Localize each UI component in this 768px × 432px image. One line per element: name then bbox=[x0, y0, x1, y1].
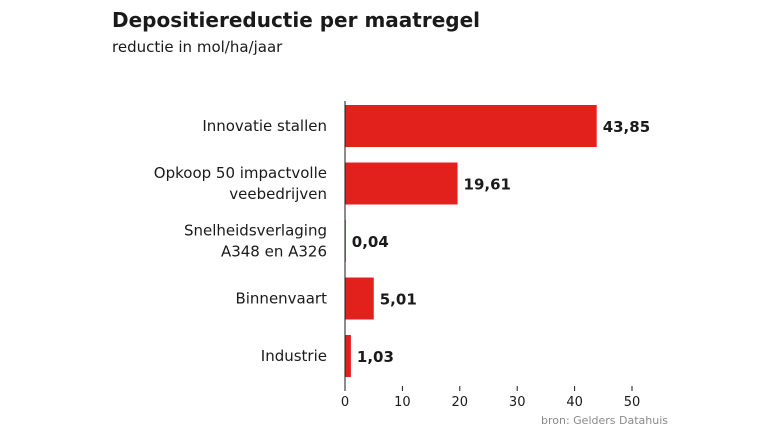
value-label: 19,61 bbox=[464, 176, 511, 194]
value-label: 5,01 bbox=[380, 291, 417, 309]
value-label: 0,04 bbox=[352, 233, 389, 251]
bar bbox=[345, 105, 597, 147]
source-note: bron: Gelders Datahuis bbox=[540, 414, 668, 427]
category-label: Snelheidsverlaging A348 en A326 bbox=[184, 222, 327, 261]
category-label: Binnenvaart bbox=[235, 290, 327, 308]
x-tick-label: 10 bbox=[394, 395, 411, 410]
bar bbox=[345, 162, 458, 205]
category-label: Industrie bbox=[261, 347, 327, 365]
x-tick-label: 0 bbox=[341, 395, 349, 410]
x-tick-label: 30 bbox=[509, 395, 526, 410]
category-label: Opkoop 50 impactvolle veebedrijven bbox=[154, 164, 327, 203]
x-tick-label: 40 bbox=[566, 395, 583, 410]
chart-subtitle: reductie in mol/ha/jaar bbox=[112, 38, 283, 56]
value-label: 1,03 bbox=[357, 348, 394, 366]
x-tick-label: 50 bbox=[624, 395, 641, 410]
category-label: Innovatie stallen bbox=[202, 117, 327, 135]
bar bbox=[345, 335, 351, 377]
chart-title: Depositiereductie per maatregel bbox=[112, 8, 481, 32]
bar bbox=[345, 277, 374, 320]
value-label: 43,85 bbox=[603, 118, 650, 136]
x-tick-label: 20 bbox=[452, 395, 469, 410]
